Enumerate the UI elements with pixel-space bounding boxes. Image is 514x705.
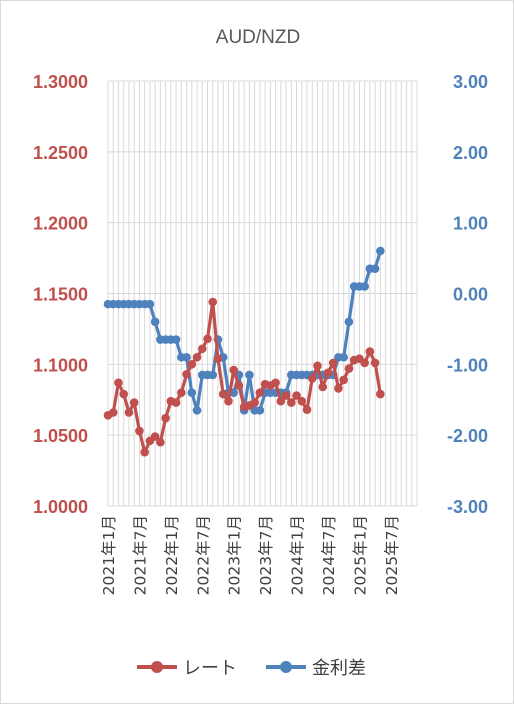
- right-tick-label: -2.00: [447, 426, 488, 446]
- x-tick-label: 2024年7月: [320, 515, 338, 595]
- x-tick-label: 2023年7月: [257, 515, 275, 595]
- data-point: [376, 246, 385, 256]
- left-tick-label: 1.3000: [33, 72, 88, 92]
- data-point: [281, 391, 291, 400]
- data-point: [287, 398, 296, 407]
- right-tick-label: 1.00: [453, 214, 488, 234]
- data-point: [124, 408, 134, 417]
- data-point: [150, 317, 160, 327]
- series-rate: [103, 297, 385, 457]
- data-point: [344, 364, 354, 373]
- data-point: [182, 352, 191, 362]
- left-axis: 1.3000 1.2500 1.2000 1.1500 1.1000 1.0500 1.00…: [33, 72, 88, 517]
- data-point: [255, 388, 265, 397]
- legend-item: レート: [137, 658, 237, 679]
- data-point: [197, 344, 207, 354]
- right-tick-label: 3.00: [453, 72, 488, 92]
- data-point: [140, 447, 149, 457]
- data-point: [365, 347, 375, 356]
- grid: [107, 80, 418, 507]
- data-point: [218, 389, 228, 399]
- data-point: [313, 361, 322, 371]
- data-point: [344, 317, 354, 327]
- data-point: [177, 388, 186, 397]
- left-tick-label: 1.1500: [33, 285, 88, 305]
- data-point: [135, 426, 144, 436]
- legend: レート 金利差: [137, 658, 366, 679]
- left-tick-label: 1.0500: [33, 426, 88, 446]
- data-point: [192, 406, 202, 415]
- x-tick-label: 2023年1月: [226, 515, 244, 595]
- data-point: [360, 358, 369, 368]
- legend-swatch-marker: [280, 661, 292, 673]
- data-point: [276, 396, 286, 406]
- left-tick-label: 1.2500: [33, 143, 88, 163]
- x-tick-label: 2021年1月: [100, 515, 118, 595]
- data-point: [129, 398, 139, 407]
- legend-swatch-marker: [151, 661, 163, 673]
- right-tick-label: -1.00: [447, 355, 488, 375]
- data-point: [187, 388, 197, 397]
- data-point: [271, 378, 280, 388]
- left-tick-label: 1.1000: [33, 355, 88, 375]
- data-point: [245, 370, 254, 380]
- data-point: [119, 389, 129, 399]
- data-point: [334, 384, 343, 393]
- data-point: [150, 432, 160, 441]
- right-tick-label: 0.00: [453, 285, 488, 305]
- data-point: [229, 365, 238, 375]
- data-point: [307, 374, 317, 383]
- x-tick-label: 2024年1月: [289, 515, 307, 595]
- data-point: [323, 368, 333, 378]
- data-point: [213, 354, 223, 363]
- data-point: [108, 408, 118, 417]
- data-point: [114, 378, 123, 388]
- right-tick-label: 2.00: [453, 143, 488, 163]
- x-tick-label: 2022年1月: [163, 515, 181, 595]
- data-point: [192, 352, 202, 362]
- data-point: [302, 405, 312, 414]
- data-point: [161, 413, 170, 423]
- left-tick-label: 1.0000: [33, 497, 88, 517]
- data-point: [292, 391, 301, 400]
- data-point: [250, 398, 259, 407]
- data-point: [370, 264, 380, 274]
- data-point: [376, 389, 385, 399]
- chart-title: AUD/NZD: [216, 27, 300, 48]
- data-point: [203, 334, 212, 344]
- data-point: [171, 398, 181, 407]
- series-layer: [103, 246, 385, 457]
- data-point: [208, 297, 218, 307]
- x-tick-label: 2025年7月: [383, 515, 401, 595]
- right-tick-label: -3.00: [447, 497, 488, 517]
- x-tick-label: 2025年1月: [351, 515, 369, 595]
- legend-label: 金利差: [312, 658, 366, 679]
- left-tick-label: 1.2000: [33, 214, 88, 234]
- data-point: [255, 406, 265, 415]
- data-point: [297, 396, 307, 406]
- data-point: [187, 360, 197, 369]
- right-axis: 3.00 2.00 1.00 0.00 -1.00 -2.00 -3.00: [447, 72, 488, 517]
- data-point: [234, 381, 244, 390]
- data-point: [360, 282, 369, 291]
- data-point: [370, 358, 380, 368]
- x-tick-label: 2022年7月: [194, 515, 212, 595]
- data-point: [182, 369, 191, 379]
- data-point: [224, 396, 233, 406]
- data-point: [339, 375, 348, 385]
- legend-label: レート: [183, 658, 237, 679]
- data-point: [339, 352, 348, 362]
- legend-item: 金利差: [266, 658, 366, 679]
- x-axis: 2021年1月 2021年7月 2022年1月 2022年7月 2023年1月 2023年…: [100, 515, 401, 595]
- data-point: [328, 358, 338, 368]
- data-point: [171, 335, 181, 344]
- data-point: [145, 299, 155, 309]
- data-point: [318, 382, 328, 392]
- x-tick-label: 2021年7月: [131, 515, 149, 595]
- data-point: [208, 370, 218, 380]
- data-point: [156, 437, 165, 447]
